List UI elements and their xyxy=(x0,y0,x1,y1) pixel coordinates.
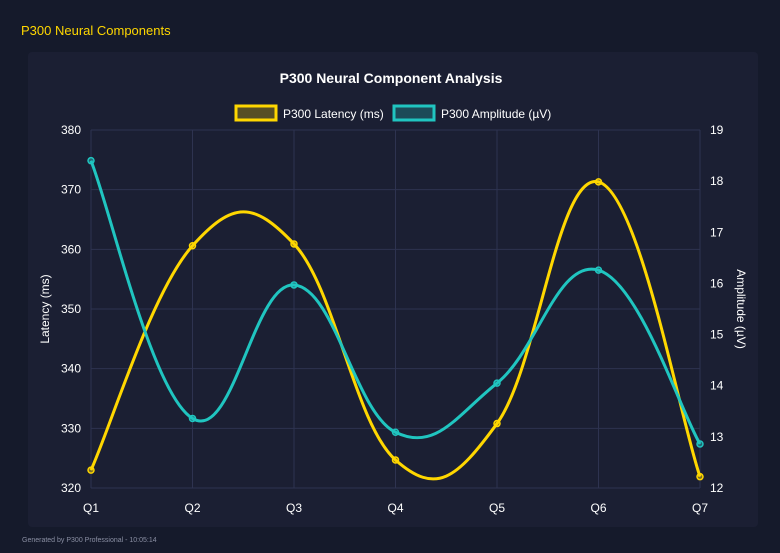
data-point xyxy=(87,466,95,474)
x-tick-label: Q7 xyxy=(692,501,708,515)
y2-tick-label: 16 xyxy=(710,276,724,290)
data-point xyxy=(696,472,704,481)
footer-text: Generated by P300 Professional - 10:05:1… xyxy=(22,537,157,544)
legend-label: P300 Latency (ms) xyxy=(283,107,384,121)
data-point xyxy=(696,440,704,448)
x-tick-label: Q5 xyxy=(489,501,505,515)
x-tick-label: Q1 xyxy=(83,501,99,515)
y2-tick-label: 17 xyxy=(710,225,724,239)
y-tick-label: 360 xyxy=(61,242,81,256)
y2-tick-label: 19 xyxy=(710,123,724,137)
data-point xyxy=(391,456,400,464)
y2-tick-label: 13 xyxy=(710,430,724,444)
y-tick-label: 330 xyxy=(61,421,81,435)
legend-swatch xyxy=(234,104,278,122)
x-tick-label: Q2 xyxy=(184,501,200,515)
data-point xyxy=(493,379,501,387)
data-point xyxy=(594,266,603,274)
data-point xyxy=(290,240,298,248)
y-tick-label: 350 xyxy=(61,302,81,316)
y-tick-label: 380 xyxy=(61,123,81,137)
x-tick-label: Q3 xyxy=(286,501,302,515)
y2-tick-label: 18 xyxy=(710,174,724,188)
y2-tick-label: 14 xyxy=(710,379,724,393)
series-line-1 xyxy=(89,160,702,445)
data-point xyxy=(493,419,501,428)
legend-label: P300 Amplitude (µV) xyxy=(441,107,551,121)
data-point xyxy=(87,156,95,165)
y-tick-label: 320 xyxy=(61,481,81,495)
y-tick-label: 370 xyxy=(61,183,81,197)
data-point xyxy=(391,428,400,437)
series-line-0 xyxy=(89,180,702,481)
data-point xyxy=(290,281,298,289)
x-tick-label: Q4 xyxy=(387,501,403,515)
y2-tick-label: 12 xyxy=(710,481,724,495)
y-axis-label: Latency (ms) xyxy=(38,274,52,343)
chart-title: P300 Neural Component Analysis xyxy=(280,70,503,86)
data-point xyxy=(594,178,603,186)
y2-axis-label: Amplitude (µV) xyxy=(734,269,748,349)
y2-tick-label: 15 xyxy=(710,328,724,342)
data-point xyxy=(188,242,197,250)
y-tick-label: 340 xyxy=(61,362,81,376)
page-title: P300 Neural Components xyxy=(21,23,171,38)
x-tick-label: Q6 xyxy=(590,501,606,515)
data-point xyxy=(188,414,197,423)
chart-card xyxy=(28,52,758,527)
legend-swatch xyxy=(392,104,436,122)
